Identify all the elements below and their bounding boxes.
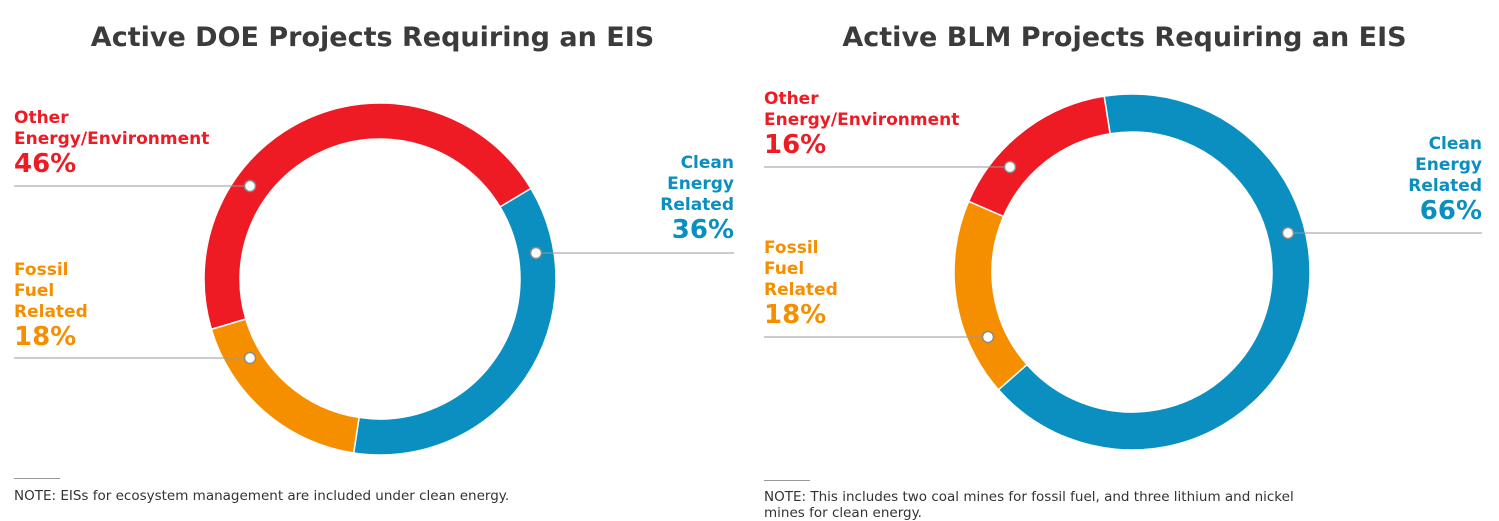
- blm-label-fossil: Fossil Fuel Related 18%: [764, 238, 838, 330]
- doe-pct-other: 46%: [14, 149, 77, 179]
- doe-chart-panel: Active DOE Projects Requiring an EIS Oth…: [0, 0, 745, 520]
- blm-chart-title: Active BLM Projects Requiring an EIS: [842, 22, 1407, 53]
- doe-leader-marker: [243, 351, 257, 365]
- doe-leader-marker: [243, 179, 257, 193]
- blm-slice-clean-energy-related: [997, 93, 1311, 451]
- blm-note-rule: [764, 480, 810, 481]
- doe-label-fossil: Fossil Fuel Related 18%: [14, 260, 88, 352]
- blm-leader-marker: [1281, 226, 1295, 240]
- blm-chart-panel: Active BLM Projects Requiring an EIS Oth…: [750, 0, 1499, 521]
- blm-slice-fossil-fuel-related: [953, 200, 1029, 391]
- doe-leader-marker: [529, 246, 543, 260]
- doe-donut-chart: [14, 102, 734, 456]
- blm-pct-fossil: 18%: [764, 300, 827, 330]
- doe-slice-fossil-fuel-related: [210, 318, 360, 454]
- doe-note-rule: [14, 478, 60, 479]
- doe-slice-other-energy-environment: [203, 102, 532, 331]
- blm-label-other: Other Energy/Environment 16%: [764, 89, 960, 160]
- doe-note: NOTE: EISs for ecosystem management are …: [14, 488, 510, 504]
- doe-pct-clean: 36%: [671, 215, 734, 245]
- doe-slice-clean-energy-related: [352, 187, 557, 456]
- doe-label-other: Other Energy/Environment 46%: [14, 108, 210, 179]
- doe-label-clean: Clean Energy Related 36%: [660, 153, 734, 245]
- doe-pct-fossil: 18%: [14, 322, 77, 352]
- blm-slice-other-energy-environment: [967, 95, 1111, 218]
- blm-note: NOTE: This includes two coal mines for f…: [764, 489, 1294, 521]
- blm-leader-marker: [1003, 160, 1017, 174]
- blm-donut-chart: [764, 93, 1482, 451]
- blm-pct-clean: 66%: [1419, 196, 1482, 226]
- blm-label-clean: Clean Energy Related 66%: [1408, 134, 1482, 226]
- doe-chart-title: Active DOE Projects Requiring an EIS: [90, 22, 655, 53]
- blm-leader-marker: [981, 330, 995, 344]
- blm-pct-other: 16%: [764, 130, 827, 160]
